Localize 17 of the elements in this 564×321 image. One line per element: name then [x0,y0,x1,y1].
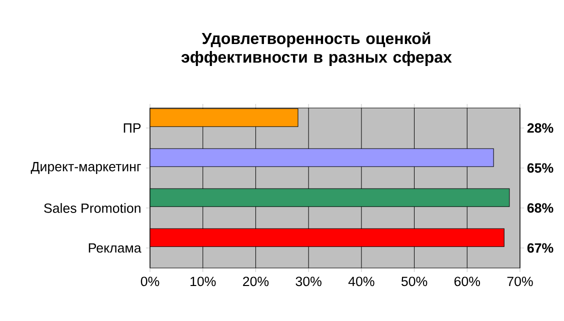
data-label: 28% [527,123,554,133]
data-label: 67% [527,243,554,253]
chart-title: Удовлетворенность оценкой эффективности в разных сферах [181,32,452,66]
x-tick-label: 10% [190,276,216,286]
x-tick-label: 40% [348,276,374,286]
data-label: 68% [527,203,554,213]
y-tick-label: Sales Promotion [44,203,140,213]
y-tick-label: Реклама [88,243,142,253]
x-tick-label: 60% [454,276,480,286]
x-tick-label: 30% [296,276,322,286]
x-tick-label: 50% [401,276,428,286]
y-tick-label: Директ-маркетинг [30,162,141,174]
x-tick-label: 70% [507,276,533,286]
x-tick-label: 0% [140,276,160,286]
y-tick-label: ПР [124,123,141,133]
data-label: 65% [527,163,554,173]
x-tick-label: 20% [243,276,269,286]
